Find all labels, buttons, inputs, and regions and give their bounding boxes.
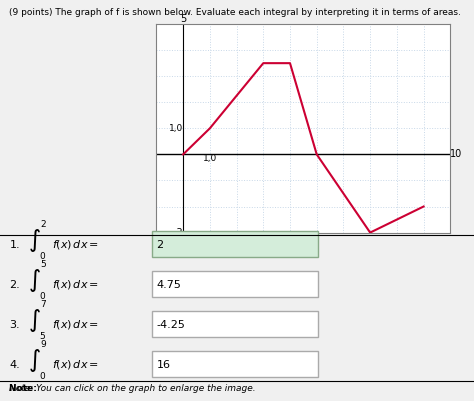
Text: -4.25: -4.25 (156, 320, 185, 330)
Text: $\int$: $\int$ (28, 267, 41, 294)
Text: 5: 5 (180, 14, 186, 24)
Text: $\int$: $\int$ (28, 307, 41, 334)
Text: $\int$: $\int$ (28, 227, 41, 254)
Text: 16: 16 (156, 360, 171, 370)
Text: 4.75: 4.75 (156, 280, 181, 290)
FancyBboxPatch shape (152, 271, 318, 297)
FancyBboxPatch shape (152, 351, 318, 377)
FancyBboxPatch shape (152, 231, 318, 257)
Text: 0: 0 (39, 252, 45, 261)
Text: $\int$: $\int$ (28, 347, 41, 375)
Text: 1.: 1. (9, 240, 20, 249)
Text: $f(x)\,dx =$: $f(x)\,dx =$ (52, 278, 99, 291)
Text: 9: 9 (40, 340, 46, 349)
Text: Note:: Note: (9, 385, 40, 393)
Text: (9 points) The graph of f is shown below. Evaluate each integral by interpreting: (9 points) The graph of f is shown below… (9, 8, 461, 17)
Text: $f(x)\,dx =$: $f(x)\,dx =$ (52, 238, 99, 251)
Text: 5: 5 (40, 260, 46, 269)
Text: 0: 0 (39, 373, 45, 381)
Text: 4.: 4. (9, 360, 20, 370)
Text: 5: 5 (39, 332, 45, 341)
Text: Note: You can click on the graph to enlarge the image.: Note: You can click on the graph to enla… (9, 385, 256, 393)
Text: -3: -3 (173, 228, 183, 237)
Text: 3.: 3. (9, 320, 20, 330)
FancyBboxPatch shape (152, 311, 318, 337)
Text: 2: 2 (40, 220, 46, 229)
Text: 0: 0 (39, 292, 45, 301)
Text: 2.: 2. (9, 280, 20, 290)
Text: 2: 2 (156, 240, 164, 249)
Text: 10: 10 (450, 150, 463, 159)
Text: $f(x)\,dx =$: $f(x)\,dx =$ (52, 318, 99, 331)
Text: 1,0: 1,0 (203, 154, 217, 163)
Text: $f(x)\,dx =$: $f(x)\,dx =$ (52, 358, 99, 371)
Text: 7: 7 (40, 300, 46, 309)
Text: 1,0: 1,0 (169, 124, 183, 133)
